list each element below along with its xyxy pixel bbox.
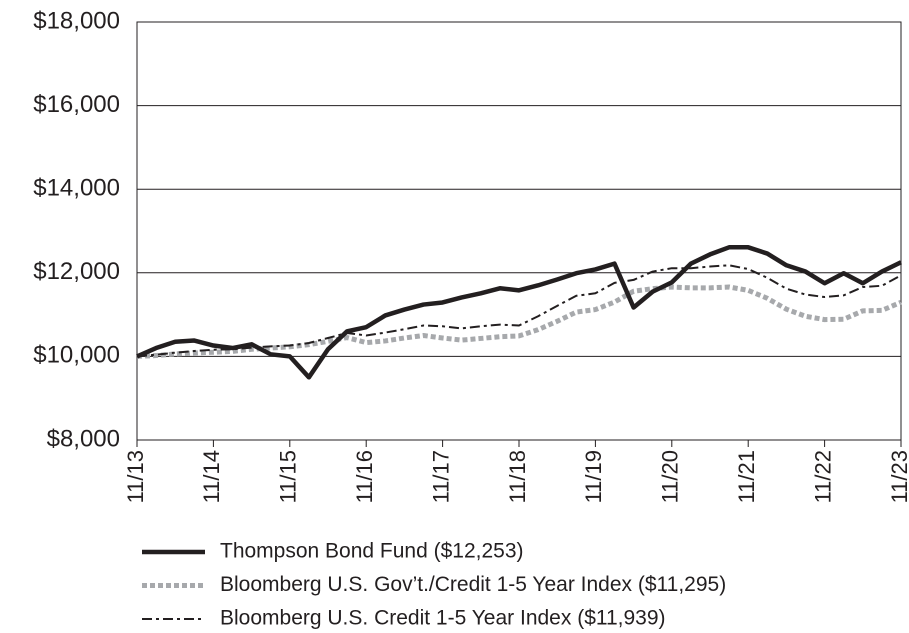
- x-tick-label: 11/22: [810, 450, 835, 503]
- x-tick-label: 11/17: [428, 450, 453, 503]
- series-line: [136, 284, 902, 359]
- x-tick-label: 11/23: [887, 450, 909, 503]
- x-tick-label: 11/20: [658, 450, 683, 503]
- y-tick-label: $14,000: [33, 175, 120, 202]
- x-tick-label: 11/14: [199, 450, 224, 503]
- x-tick-label: 11/13: [123, 450, 148, 503]
- x-tick-label: 11/15: [276, 450, 301, 503]
- x-tick-label: 11/21: [734, 450, 759, 503]
- series-line: [136, 245, 902, 380]
- y-tick-label: $8,000: [47, 425, 120, 452]
- y-tick-label: $12,000: [33, 258, 120, 285]
- x-tick-label: 11/18: [505, 450, 530, 503]
- legend-label: Thompson Bond Fund ($12,253): [220, 540, 524, 563]
- series-line: [136, 264, 902, 358]
- legend-label: Bloomberg U.S. Credit 1-5 Year Index ($1…: [220, 607, 666, 630]
- y-tick-label: $16,000: [33, 91, 120, 118]
- x-tick-label: 11/19: [581, 450, 606, 503]
- y-tick-label: $10,000: [33, 342, 120, 369]
- plot-frame: [136, 21, 902, 441]
- legend-label: Bloomberg U.S. Gov’t./Credit 1-5 Year In…: [220, 573, 726, 596]
- y-tick-label: $18,000: [33, 7, 120, 34]
- x-tick-label: 11/16: [352, 450, 377, 503]
